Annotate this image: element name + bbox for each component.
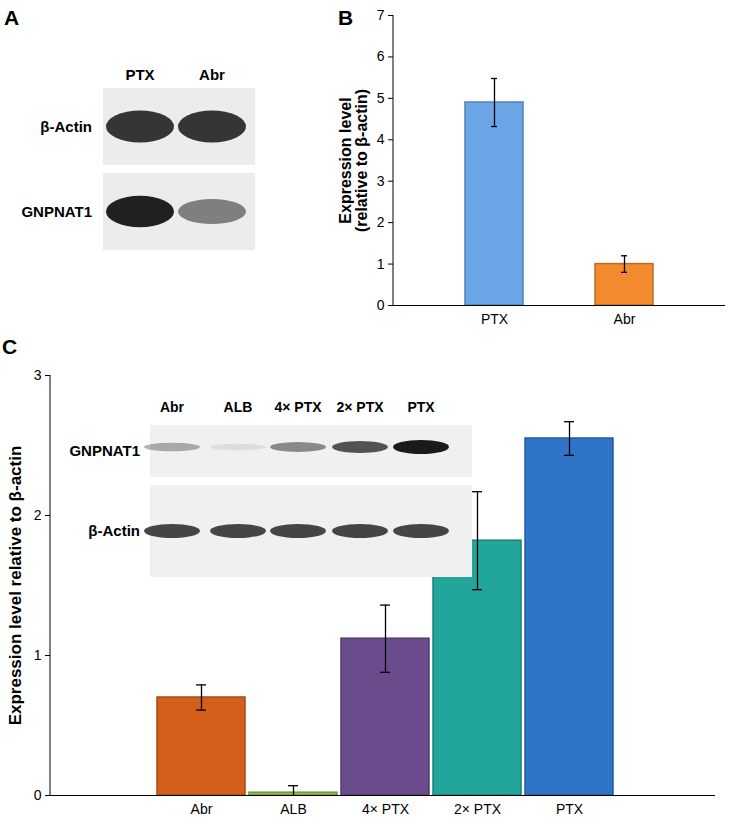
html-text:B: B [338, 6, 354, 29]
svg-text:PTX: PTX [556, 801, 584, 817]
svg-text:1: 1 [377, 256, 385, 272]
svg-text:GNPNAT1: GNPNAT1 [69, 442, 140, 459]
svg-text:β-Actin: β-Actin [88, 522, 140, 539]
svg-text:GNPNAT1: GNPNAT1 [21, 203, 92, 220]
svg-text:Abr: Abr [199, 66, 225, 83]
svg-text:PTX: PTX [125, 66, 154, 83]
svg-text:5: 5 [377, 90, 385, 106]
svg-text:Abr: Abr [160, 399, 185, 415]
svg-text:Expression level relative to β: Expression level relative to β-actin [6, 446, 25, 726]
svg-text:3: 3 [34, 367, 42, 383]
svg-text:4: 4 [377, 131, 385, 147]
svg-text:2× PTX: 2× PTX [454, 801, 502, 817]
svg-text:2: 2 [377, 214, 385, 230]
svg-text:Abr: Abr [614, 311, 636, 327]
svg-text:Expression level(relative to β: Expression level(relative to β-actin) [337, 89, 370, 232]
svg-text:6: 6 [377, 48, 385, 64]
svg-text:ALB: ALB [280, 801, 306, 817]
svg-text:0: 0 [377, 297, 385, 313]
html-text:C: C [2, 335, 18, 358]
svg-text:β-Actin: β-Actin [40, 118, 92, 135]
svg-text:2: 2 [34, 507, 42, 523]
svg-text:1: 1 [34, 647, 42, 663]
svg-text:PTX: PTX [407, 399, 435, 415]
svg-text:2× PTX: 2× PTX [336, 399, 384, 415]
svg-text:0: 0 [34, 787, 42, 803]
svg-text:4× PTX: 4× PTX [274, 399, 322, 415]
svg-text:3: 3 [377, 173, 385, 189]
svg-text:7: 7 [377, 7, 385, 23]
svg-text:Abr: Abr [191, 801, 213, 817]
svg-text:PTX: PTX [481, 311, 509, 327]
svg-text:4× PTX: 4× PTX [362, 801, 410, 817]
svg-text:ALB: ALB [224, 399, 253, 415]
html-text:A: A [4, 6, 20, 29]
